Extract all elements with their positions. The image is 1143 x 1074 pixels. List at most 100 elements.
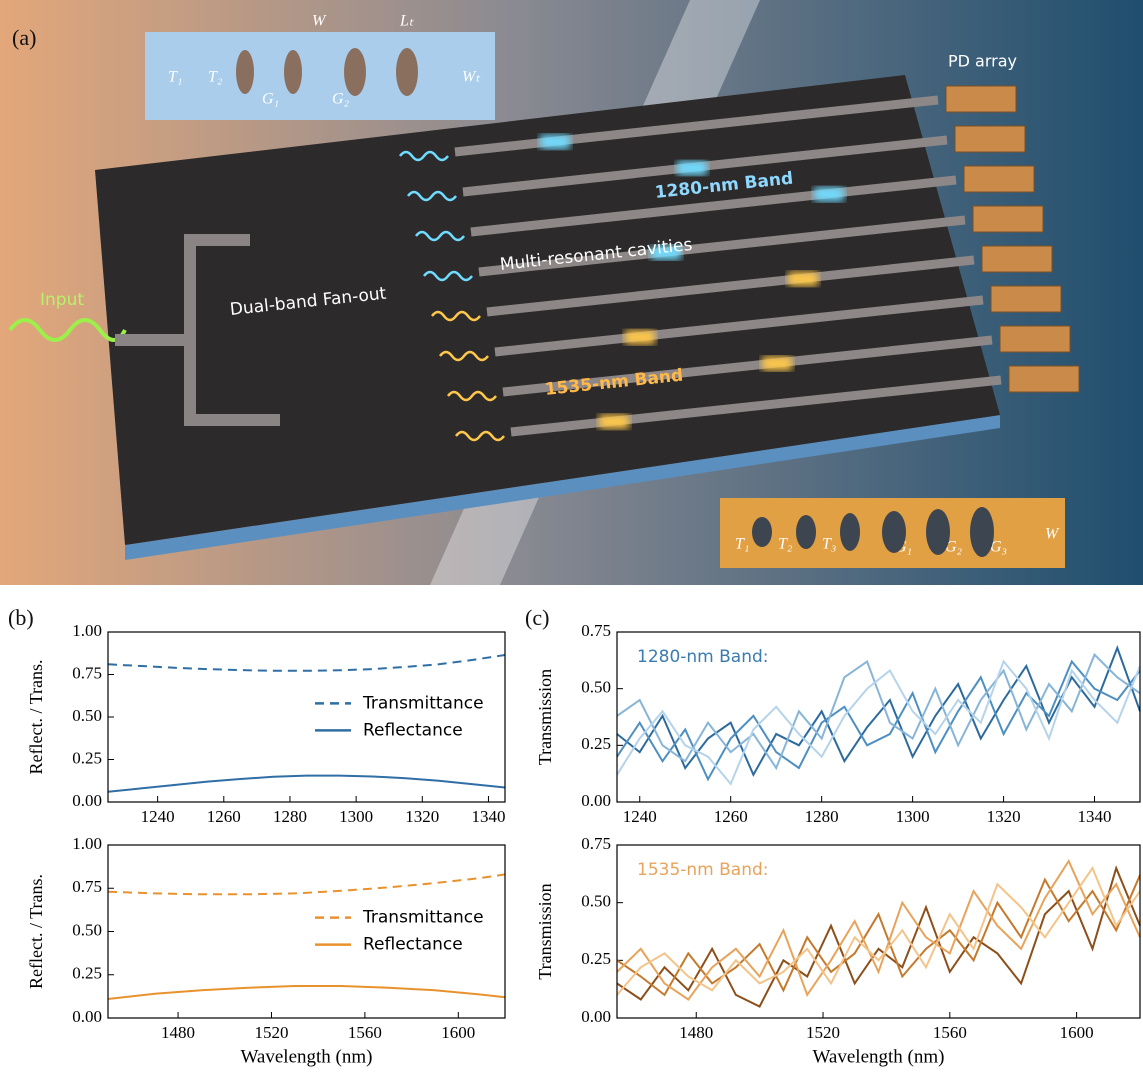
y-tick-label: 0.75 — [581, 621, 611, 640]
x-tick-label: 1260 — [714, 807, 748, 826]
hole — [344, 48, 366, 96]
panel-label: (c) — [525, 605, 549, 630]
inset-label: Lₜ — [399, 13, 414, 30]
inset-label: T₁ — [168, 69, 182, 86]
line — [617, 662, 1140, 784]
hole — [926, 509, 950, 555]
legend-label: Transmittance — [362, 908, 484, 928]
hole — [882, 511, 906, 553]
y-tick-label: 1.00 — [72, 621, 102, 640]
y-tick-label: 0.00 — [72, 1007, 102, 1026]
panel-label: (b) — [8, 605, 34, 630]
inset-label: T₂ — [778, 536, 793, 553]
figure: (a) Input Dual-band Fan-out Multi-resona… — [0, 0, 1143, 1074]
x-tick-label: 1300 — [339, 807, 373, 826]
line — [108, 655, 505, 671]
x-tick-label: 1520 — [806, 1023, 840, 1042]
pd — [1009, 366, 1079, 392]
y-tick-label: 0.00 — [72, 791, 102, 810]
x-tick-label: 1340 — [471, 807, 505, 826]
hole — [396, 48, 418, 96]
label: PD array — [948, 52, 1017, 71]
x-axis-title: Wavelength (nm) — [241, 1046, 373, 1067]
inset-label: T₂ — [208, 69, 223, 86]
inset-label: W — [312, 13, 327, 30]
x-tick-label: 1480 — [679, 1023, 713, 1042]
line — [108, 874, 505, 894]
y-tick-label: 0.50 — [581, 678, 611, 697]
x-tick-label: 1480 — [161, 1023, 195, 1042]
x-tick-label: 1340 — [1078, 807, 1112, 826]
cavity-glow — [625, 330, 655, 344]
annotation: 1280-nm Band: — [637, 647, 769, 667]
y-tick-label: 0.00 — [581, 791, 611, 810]
inset-top — [145, 32, 495, 120]
y-tick-label: 1.00 — [72, 834, 102, 853]
cavity-glow — [762, 356, 792, 370]
chart: 0.00 0.25 0.50 0.75 1.00 1240 1260 1280 1300 1320… — [26, 621, 505, 826]
x-tick-label: 1280 — [805, 807, 839, 826]
x-tick-label: 1320 — [987, 807, 1021, 826]
inset-label: Wₜ — [462, 69, 480, 86]
chart: 0.00 0.25 0.50 0.75 1240 1260 1280 1300 1320 1340… — [535, 621, 1140, 826]
x-tick-label: 1520 — [254, 1023, 288, 1042]
cavity-glow — [814, 187, 844, 201]
annotation: 1535-nm Band: — [637, 860, 769, 880]
y-tick-label: 0.25 — [72, 748, 102, 767]
y-tick-label: 0.25 — [581, 949, 611, 968]
x-tick-label: 1560 — [933, 1023, 967, 1042]
x-tick-label: 1240 — [623, 807, 657, 826]
y-axis-title: Reflect. / Trans. — [26, 874, 46, 989]
hole — [840, 513, 860, 551]
inset-label: G₁ — [262, 91, 279, 108]
y-axis-title: Reflect. / Trans. — [26, 660, 46, 775]
pd — [964, 166, 1034, 192]
y-axis-title: Transmission — [535, 669, 555, 765]
y-tick-label: 0.25 — [72, 964, 102, 983]
pd — [955, 126, 1025, 152]
hole — [752, 517, 772, 547]
pd — [1000, 326, 1070, 352]
y-tick-label: 0.50 — [72, 706, 102, 725]
label: Input — [40, 290, 84, 310]
x-tick-label: 1240 — [141, 807, 175, 826]
legend-label: Reflectance — [363, 935, 463, 955]
y-tick-label: 0.75 — [581, 834, 611, 853]
pd — [982, 246, 1052, 272]
y-tick-label: 0.75 — [72, 877, 102, 896]
inset-label: G₂ — [332, 91, 350, 108]
y-tick-label: 0.50 — [581, 892, 611, 911]
cavity-glow — [540, 135, 570, 149]
hole — [284, 50, 302, 94]
line — [108, 776, 505, 792]
cavity-glow — [788, 272, 818, 286]
inset-label: T₁ — [735, 536, 749, 553]
illustration: (a) Input Dual-band Fan-out Multi-resona… — [0, 0, 1143, 585]
pd — [991, 286, 1061, 312]
panel-label: (a) — [12, 25, 36, 50]
cavity-glow — [677, 161, 707, 175]
legend-label: Transmittance — [362, 693, 484, 713]
x-tick-label: 1300 — [896, 807, 930, 826]
inset-label: W — [1045, 526, 1060, 543]
y-tick-label: 0.75 — [72, 663, 102, 682]
inset-label: T₃ — [822, 536, 836, 553]
line — [617, 868, 1140, 1006]
legend-label: Reflectance — [363, 720, 463, 740]
y-tick-label: 0.00 — [581, 1007, 611, 1026]
y-axis-title: Transmission — [535, 883, 555, 979]
y-tick-label: 0.25 — [581, 734, 611, 753]
x-tick-label: 1320 — [405, 807, 439, 826]
hole — [796, 515, 816, 549]
y-tick-label: 0.50 — [72, 920, 102, 939]
cavity-glow — [599, 415, 629, 429]
x-tick-label: 1280 — [273, 807, 307, 826]
pd — [946, 86, 1016, 112]
x-tick-label: 1260 — [207, 807, 241, 826]
hole — [236, 50, 254, 94]
x-axis-title: Wavelength (nm) — [813, 1046, 945, 1067]
hole — [970, 507, 994, 557]
x-tick-label: 1560 — [348, 1023, 382, 1042]
